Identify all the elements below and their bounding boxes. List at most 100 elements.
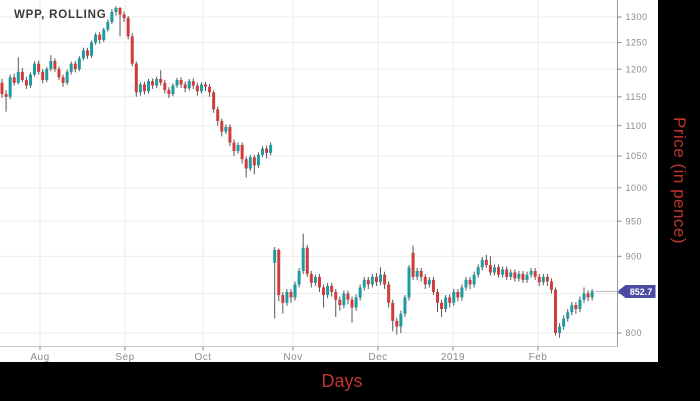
candle-down xyxy=(431,279,435,293)
candle-down xyxy=(98,34,102,40)
candle-up xyxy=(273,249,277,263)
candle-down xyxy=(435,292,439,303)
candle-up xyxy=(69,63,73,72)
candle-down xyxy=(586,293,590,298)
candle-up xyxy=(492,267,496,273)
candle-up xyxy=(407,267,411,298)
candle-up xyxy=(399,313,403,327)
candle-up xyxy=(590,291,594,298)
y-tick-label: 800 xyxy=(626,328,643,338)
candle-down xyxy=(305,247,309,274)
candle-down xyxy=(204,84,207,87)
candle-down xyxy=(126,18,130,37)
last-price-badge-label: 852.7 xyxy=(630,287,653,297)
candle-down xyxy=(122,14,126,19)
candle-up xyxy=(224,126,228,132)
y-tick-label: 900 xyxy=(626,252,643,262)
candle-down xyxy=(317,276,321,288)
candle-down xyxy=(4,93,8,97)
candle-down xyxy=(0,82,4,94)
candle-down xyxy=(395,320,399,327)
candle-up xyxy=(187,81,191,89)
y-tick-label: 1250 xyxy=(626,38,648,48)
candle-up xyxy=(529,270,533,275)
candle-up xyxy=(256,154,260,166)
x-tick-label: Sep xyxy=(115,352,134,362)
candle-up xyxy=(313,276,317,283)
last-price-badge xyxy=(617,284,656,298)
candle-down xyxy=(338,299,342,306)
candle-down xyxy=(322,287,326,296)
candle-down xyxy=(411,252,415,277)
candle-up xyxy=(81,50,85,59)
candle-down xyxy=(61,77,65,83)
x-axis-title: Days xyxy=(321,371,363,391)
candle-down xyxy=(183,84,187,89)
x-tick-label: 2019 xyxy=(441,352,465,362)
candle-up xyxy=(480,259,484,268)
candle-down xyxy=(12,77,16,83)
candle-down xyxy=(423,276,427,285)
y-axis-title: Price (in pence) xyxy=(670,117,689,245)
candle-down xyxy=(456,292,460,298)
candle-down xyxy=(134,63,138,93)
candle-up xyxy=(472,274,476,285)
candle-down xyxy=(468,279,472,285)
candle-up xyxy=(269,144,273,153)
candle-down xyxy=(533,270,537,277)
candle-up xyxy=(582,293,586,300)
y-tick-label: 1050 xyxy=(626,151,648,161)
candle-down xyxy=(118,8,122,15)
candle-up xyxy=(342,293,346,306)
candle-down xyxy=(574,305,578,310)
candle-down xyxy=(545,276,549,282)
candle-down xyxy=(484,259,488,266)
candle-up xyxy=(16,71,20,83)
candle-up xyxy=(147,81,151,92)
candle-down xyxy=(330,285,334,293)
candle-up xyxy=(362,279,366,288)
candle-up xyxy=(415,270,419,277)
candle-up xyxy=(562,318,566,327)
candle-down xyxy=(163,82,167,91)
candle-up xyxy=(248,157,252,169)
y-tick-label: 1200 xyxy=(626,64,648,74)
candle-up xyxy=(293,284,297,298)
candlestick-chart[interactable]: 8008509009501000105011001150120012501300… xyxy=(0,0,658,362)
candle-up xyxy=(326,285,330,296)
candle-down xyxy=(20,71,24,81)
candle-up xyxy=(460,287,464,298)
candle-up xyxy=(578,299,582,310)
candle-down xyxy=(167,90,171,94)
y-tick-label: 1000 xyxy=(626,183,648,193)
candle-down xyxy=(309,273,313,283)
y-tick-label: 1150 xyxy=(626,92,647,102)
candle-up xyxy=(285,292,289,303)
candle-up xyxy=(77,58,81,70)
candle-up xyxy=(49,61,53,70)
candle-up xyxy=(570,305,574,313)
candle-down xyxy=(73,63,77,70)
candle-up xyxy=(171,85,175,94)
candle-up xyxy=(464,279,468,288)
y-tick-label: 1100 xyxy=(626,121,647,131)
y-tick-label: 1300 xyxy=(626,12,648,22)
candle-up xyxy=(65,71,69,83)
chart-title: WPP, ROLLING xyxy=(14,9,107,21)
candle-up xyxy=(236,144,240,152)
x-tick-label: Aug xyxy=(30,352,49,362)
candle-down xyxy=(191,81,195,86)
candle-up xyxy=(33,63,37,75)
candle-up xyxy=(106,22,110,30)
candle-down xyxy=(24,80,28,86)
candle-up xyxy=(45,69,49,81)
candle-up xyxy=(90,42,94,56)
candle-down xyxy=(289,292,293,298)
candle-up xyxy=(354,297,358,308)
candle-up xyxy=(102,29,106,40)
x-tick-label: Feb xyxy=(529,352,548,362)
candle-down xyxy=(220,121,224,132)
candle-down xyxy=(497,267,501,275)
x-tick-label: Dec xyxy=(368,352,387,362)
candle-up xyxy=(517,273,521,279)
